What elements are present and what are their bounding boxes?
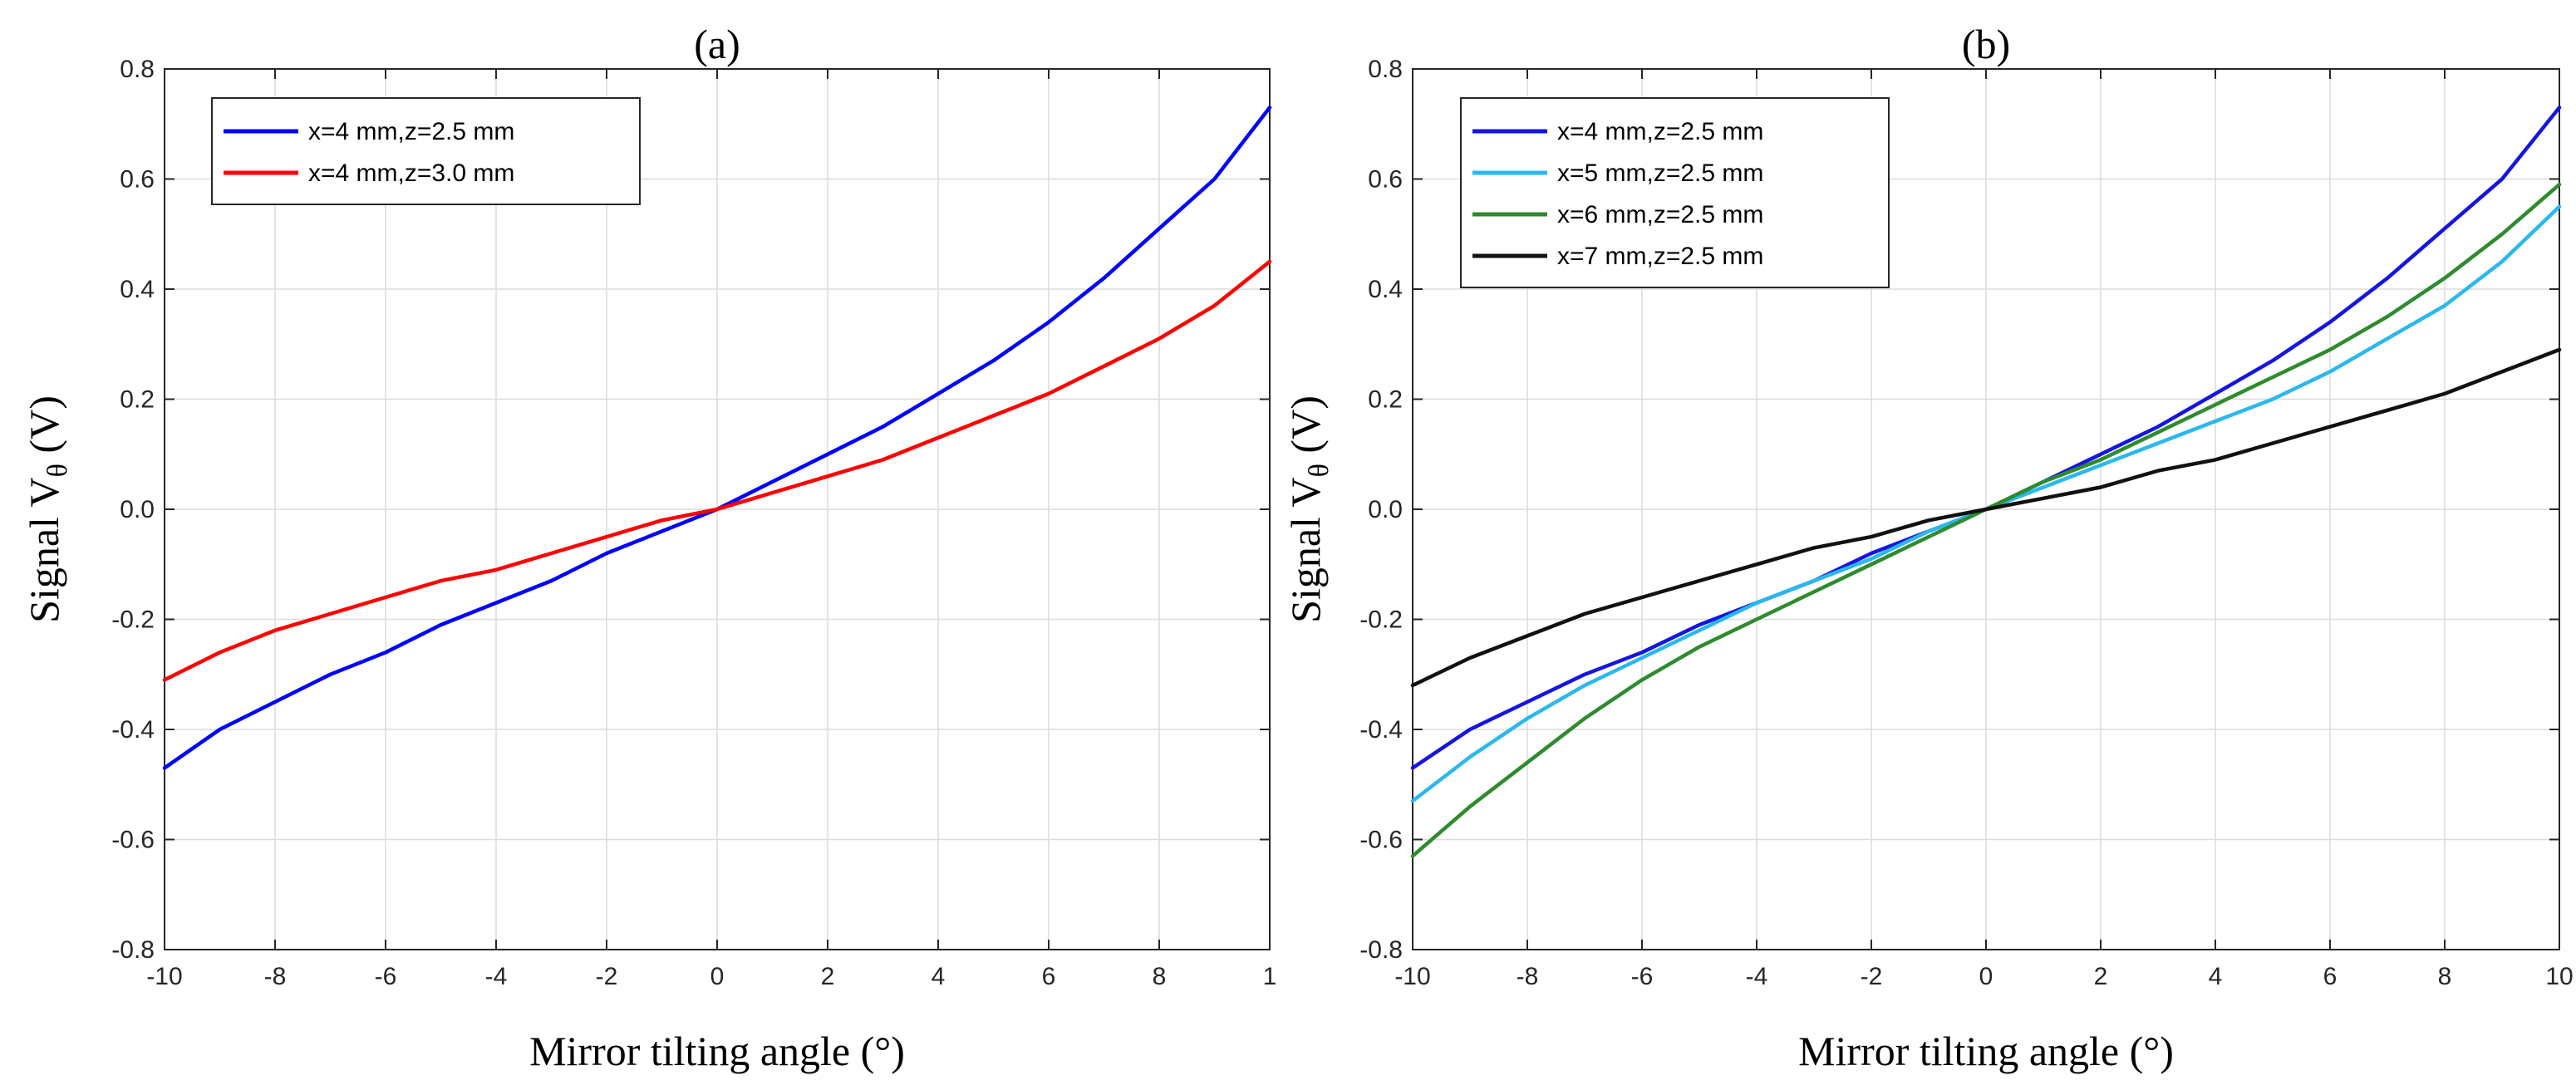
x-axis-label: Mirror tilting angle (°): [529, 1028, 905, 1074]
y-tick-label: -0.8: [1359, 936, 1403, 964]
y-axis-label-main: Signal V: [21, 477, 67, 623]
panel-title: (a): [694, 21, 740, 67]
legend-box: [211, 97, 641, 205]
x-tick-label: 6: [2323, 963, 2338, 990]
x-tick-label: 10: [2545, 963, 2573, 990]
y-tick-label: 0.0: [120, 496, 155, 523]
x-tick-label: -8: [264, 963, 287, 990]
y-tick-label: -0.2: [111, 606, 155, 634]
y-axis-label: Signal Vθ (V): [1282, 395, 1335, 623]
x-tick-label: -4: [485, 963, 508, 990]
y-tick-label: 0.2: [120, 386, 155, 414]
y-tick-label: -0.6: [111, 827, 155, 854]
x-tick-label: 4: [932, 963, 946, 990]
y-axis-label-unit: (V): [1282, 395, 1329, 464]
x-tick-label: -6: [1631, 963, 1654, 990]
x-tick-label: -10: [1394, 963, 1430, 990]
x-axis-label: Mirror tilting angle (°): [1798, 1028, 2174, 1074]
y-tick-label: 0.4: [120, 276, 155, 303]
y-axis-label-subscript: θ: [1304, 464, 1335, 477]
x-tick-label: 4: [2209, 963, 2223, 990]
x-tick-label: 0: [1979, 963, 1993, 990]
series-line-1: [162, 259, 1272, 682]
series-line-3: [1410, 347, 2562, 688]
legend-label-1: x=5 mm,z=2.5 mm: [1557, 160, 1763, 187]
y-tick-label: -0.4: [111, 716, 155, 744]
y-axis-label-subscript: θ: [42, 464, 73, 477]
y-tick-label: -0.8: [111, 936, 155, 964]
y-tick-label: 0.2: [1368, 386, 1403, 414]
legend-label-2: x=6 mm,z=2.5 mm: [1557, 201, 1763, 228]
legend-label-0: x=4 mm,z=2.5 mm: [1557, 118, 1763, 145]
legend-label-0: x=4 mm,z=2.5 mm: [308, 118, 514, 145]
x-tick-label: -8: [1517, 963, 1539, 990]
x-tick-label: 8: [1153, 963, 1167, 990]
x-tick-label: -4: [1746, 963, 1768, 990]
x-tick-label: -2: [596, 963, 618, 990]
y-tick-label: 0.6: [120, 166, 155, 194]
y-tick-label: 0.4: [1368, 276, 1403, 303]
y-tick-label: -0.4: [1359, 716, 1403, 744]
y-tick-label: 0.6: [1368, 166, 1403, 194]
x-tick-label: 2: [2094, 963, 2108, 990]
legend-label-3: x=7 mm,z=2.5 mm: [1557, 243, 1763, 270]
y-axis-label-unit: (V): [21, 395, 67, 464]
panel-title: (b): [1962, 21, 2010, 67]
legend-label-1: x=4 mm,z=3.0 mm: [308, 160, 514, 187]
x-tick-label: -6: [375, 963, 397, 990]
x-tick-label: -10: [146, 963, 182, 990]
x-tick-label: 1: [1263, 963, 1277, 990]
chart-0: -10 -8 -6 -4 -2 0 2 4 6 8 1 -0.8 -0.6 -0.4 -0.2 0.0 0.2 0…: [21, 21, 1276, 1074]
y-tick-label: 0.8: [120, 56, 155, 83]
x-tick-label: 2: [821, 963, 835, 990]
y-tick-label: 0.0: [1368, 496, 1403, 523]
x-tick-label: 0: [710, 963, 725, 990]
y-axis-label: Signal Vθ (V): [21, 395, 73, 623]
y-tick-label: -0.6: [1359, 827, 1403, 854]
y-axis-label-main: Signal V: [1282, 477, 1329, 623]
x-tick-label: 8: [2438, 963, 2452, 990]
y-tick-label: -0.2: [1359, 606, 1403, 634]
chart-1: -10 -8 -6 -4 -2 0 2 4 6 8 10 -0.8 -0.6 -0.4 -0.2 0.0 0.2…: [1282, 21, 2574, 1074]
x-tick-label: 6: [1042, 963, 1056, 990]
x-tick-label: -2: [1861, 963, 1883, 990]
y-tick-label: 0.8: [1368, 56, 1403, 83]
